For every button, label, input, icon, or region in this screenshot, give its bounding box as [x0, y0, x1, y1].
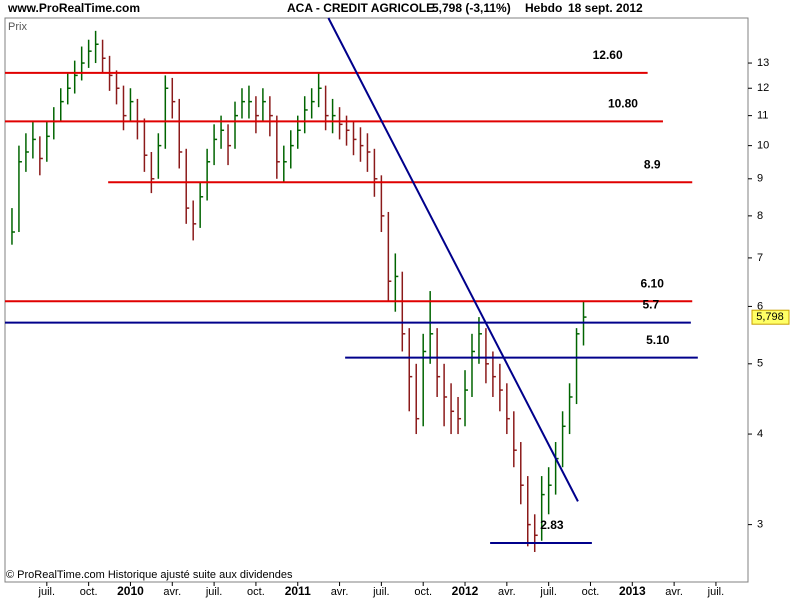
y-tick-label: 8 — [757, 210, 763, 222]
y-tick-label: 10 — [757, 140, 769, 152]
x-tick-label: oct. — [247, 586, 265, 598]
y-tick-label: 11 — [757, 110, 768, 122]
x-tick-label: oct. — [414, 586, 432, 598]
y-tick-label: 12 — [757, 82, 769, 94]
quote: 5,798 (-3,11%) — [432, 1, 511, 15]
y-tick-label: 4 — [757, 428, 763, 440]
x-tick-label: avr. — [498, 586, 516, 598]
y-tick-label: 5 — [757, 358, 763, 370]
x-tick-label: avr. — [331, 586, 349, 598]
x-tick-label: 2010 — [117, 584, 144, 598]
x-tick-label: 2013 — [619, 584, 646, 598]
source: www.ProRealTime.com — [7, 1, 140, 15]
last-price-tag — [751, 309, 790, 325]
date: 18 sept. 2012 — [568, 1, 643, 15]
x-tick-label: 2011 — [285, 584, 311, 598]
x-tick-label: juil. — [205, 586, 223, 598]
y-tick-label: 13 — [757, 57, 769, 69]
x-tick-label: juil. — [372, 586, 390, 598]
last-price-label: 5,798 — [756, 311, 784, 323]
chart-title: ACA - CREDIT AGRICOLE — [287, 1, 434, 15]
x-tick-label: juil. — [707, 586, 725, 598]
y-tick-label: 9 — [757, 173, 763, 185]
period: Hebdo — [525, 1, 562, 15]
x-tick-label: avr. — [665, 586, 683, 598]
footer: © ProRealTime.com Historique ajusté suit… — [6, 569, 293, 581]
x-tick-label: oct. — [582, 586, 600, 598]
y-tick-label: 3 — [757, 519, 763, 531]
y-tick-label: 6 — [757, 300, 763, 312]
y-axis-label: Prix — [8, 21, 27, 33]
trend-line — [327, 17, 579, 502]
x-tick-label: avr. — [163, 586, 181, 598]
level-label: 5.7 — [643, 298, 660, 312]
x-tick-label: juil. — [539, 586, 557, 598]
level-label: 6.10 — [641, 276, 665, 290]
level-label: 10.80 — [608, 97, 638, 111]
level-label: 12.60 — [593, 48, 623, 62]
x-tick-label: 2012 — [452, 584, 479, 598]
x-tick-label: juil. — [38, 586, 56, 598]
level-label: 8.9 — [644, 157, 661, 171]
x-tick-label: oct. — [80, 586, 98, 598]
level-label: 2.83 — [540, 518, 564, 532]
level-label: 5.10 — [646, 333, 670, 347]
y-tick-label: 7 — [757, 252, 763, 264]
